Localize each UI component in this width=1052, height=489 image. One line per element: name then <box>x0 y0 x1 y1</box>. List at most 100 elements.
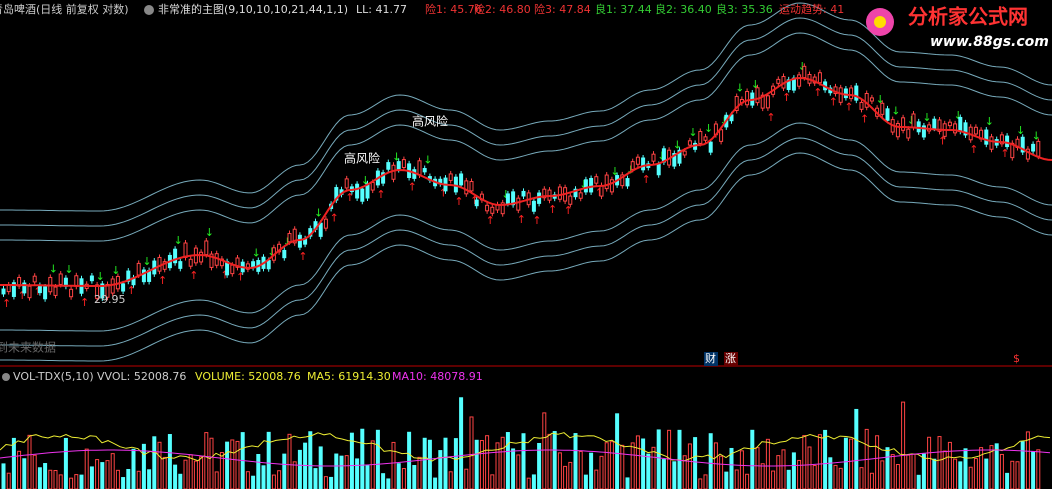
candle <box>719 129 724 142</box>
candle <box>682 150 687 156</box>
signal-arrow: ↓ <box>876 93 885 106</box>
candle <box>973 126 978 135</box>
signal-arrow: ↑ <box>470 194 479 207</box>
signal-arrow: ↓ <box>49 262 58 275</box>
signal-arrow: ↑ <box>813 86 822 99</box>
volume-bar <box>22 458 27 489</box>
volume-bar <box>542 412 547 489</box>
candle <box>557 186 562 200</box>
stock-name: 青岛啤酒(日线 前复权 对数) <box>0 2 129 16</box>
signal-arrow: ↑ <box>782 91 791 104</box>
volume-bar <box>287 433 292 489</box>
candle <box>95 284 100 299</box>
cai-icon[interactable]: 财 <box>705 351 716 365</box>
volume-bar <box>635 435 640 489</box>
volume-bar <box>69 477 74 489</box>
candle <box>604 174 609 190</box>
trend: 运动趋势: 41 <box>779 3 844 16</box>
volume-bar <box>537 442 542 489</box>
signal-arrow: ↑ <box>454 195 463 208</box>
price-panel: ↑ ↑ ↑ ↓ ↓ ↑ ↓ ↓ ↑ ↓ ↑ ↓ ↑ ↓ ↑ ↑ ↓ ↓ ↓ ↑ ↓ ↑ ↑ ↓ ↑ ↓ ↑ ↓ ↑ ↑ ↑ ↑ ↓ ↑ ↑ ↑ ↑ ↓ ↑ ↓… <box>0 2 1052 362</box>
volume-bar <box>615 413 620 489</box>
volume-bar <box>438 450 443 489</box>
menu-icon[interactable] <box>144 5 154 15</box>
volume-bar <box>479 440 484 489</box>
dollar-icon[interactable]: $ <box>1013 352 1020 365</box>
volume-bar <box>833 464 838 489</box>
candle <box>1031 143 1036 152</box>
volume-bar <box>963 448 968 489</box>
signal-arrow: ↑ <box>439 187 448 200</box>
volume-bar <box>152 436 157 489</box>
menu-icon[interactable] <box>2 373 10 381</box>
signal-arrow: ↑ <box>80 296 89 309</box>
signal-arrow: ↑ <box>298 250 307 263</box>
candle <box>963 122 968 136</box>
candle <box>199 251 204 263</box>
candle <box>245 263 250 270</box>
volume-bar <box>838 467 843 489</box>
candle <box>27 285 32 299</box>
volume-bar <box>193 460 198 489</box>
icon-box[interactable] <box>724 352 738 366</box>
volume-bar <box>573 433 578 489</box>
signal-arrow: ↓ <box>704 122 713 135</box>
signal-arrow: ↑ <box>486 214 495 227</box>
candle <box>219 258 224 267</box>
signal-arrow: ↓ <box>314 207 323 220</box>
volume-bar <box>183 459 188 489</box>
zhang-icon[interactable]: 涨 <box>725 352 736 365</box>
candle <box>589 177 594 193</box>
volume-bar <box>11 437 16 489</box>
candle <box>297 234 302 248</box>
volume-bar <box>703 474 708 489</box>
ma10-line <box>0 449 1051 467</box>
volume-bar <box>173 464 178 489</box>
volume-bar <box>1020 441 1025 489</box>
volume-bar <box>724 471 729 489</box>
volume-bar <box>199 456 204 489</box>
volume-bar <box>880 460 885 489</box>
volume-bar <box>147 469 152 489</box>
annotation: 高风险 <box>344 151 380 166</box>
volume-bar <box>313 468 318 489</box>
signal-arrow: ↓ <box>673 139 682 152</box>
candle <box>474 199 479 207</box>
indicator-name: 非常准的主图(9,10,10,10,21,44,1,1) <box>158 2 348 16</box>
volume-bar <box>776 455 781 489</box>
candle <box>448 173 453 181</box>
signal-arrow: ↓ <box>1032 129 1041 142</box>
candle <box>121 283 126 292</box>
candle <box>734 96 739 112</box>
volume-bar <box>79 474 84 489</box>
candle <box>630 161 635 170</box>
volume-bar <box>391 441 396 489</box>
signal-arrow: ↑ <box>189 269 198 282</box>
volume-bar <box>802 435 807 489</box>
volume-bar <box>911 453 916 489</box>
signal-arrow: ↓ <box>174 234 183 247</box>
candle <box>854 85 859 101</box>
candle <box>370 181 375 191</box>
volume-bar <box>27 434 32 489</box>
volume-bar <box>937 436 942 489</box>
signal-arrow: ↑ <box>127 284 136 297</box>
volume-bar <box>797 459 802 489</box>
volume-bar <box>6 472 11 489</box>
candle <box>1020 136 1025 153</box>
volume-bar <box>162 456 167 489</box>
signal-arrow: ↑ <box>517 213 526 226</box>
candle <box>173 248 178 264</box>
signal-arrow: ↑ <box>408 180 417 193</box>
signal-arrow: ↑ <box>564 204 573 217</box>
volume-bar <box>43 463 48 489</box>
signal-arrow: ↑ <box>1000 147 1009 160</box>
volume-bar <box>292 461 297 489</box>
vol-name: VOL-TDX(5,10) <box>13 370 94 383</box>
candle <box>895 123 900 138</box>
icon-box[interactable] <box>704 352 718 366</box>
volume-bar <box>381 473 386 489</box>
volume-bar <box>817 434 822 489</box>
candle <box>651 153 656 162</box>
candle <box>677 149 682 164</box>
